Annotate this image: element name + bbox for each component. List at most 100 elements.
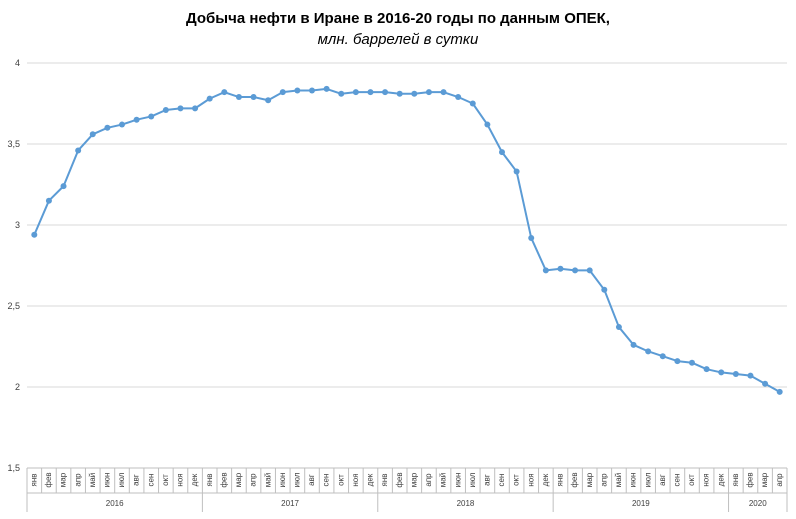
x-tick-label: янв xyxy=(380,474,389,487)
data-point xyxy=(542,267,549,274)
x-tick-label: окт xyxy=(687,474,696,486)
x-tick-label: ноя xyxy=(176,473,185,486)
data-point xyxy=(689,359,695,366)
data-point xyxy=(630,341,637,348)
x-tick-label: авг xyxy=(658,474,667,486)
data-point xyxy=(762,380,769,387)
y-tick-label: 2 xyxy=(15,382,20,392)
x-tick-label: дек xyxy=(190,473,199,486)
data-point xyxy=(513,168,520,175)
x-tick-label: сен xyxy=(322,474,331,487)
data-point xyxy=(279,89,286,96)
data-point xyxy=(235,94,242,101)
y-tick-label: 3 xyxy=(15,220,20,230)
data-point xyxy=(425,89,432,96)
x-tick-label: фев xyxy=(395,472,404,487)
data-point xyxy=(382,89,389,96)
x-tick-label: ноя xyxy=(702,473,711,486)
x-tick-label: фев xyxy=(570,472,579,487)
data-point xyxy=(352,89,359,96)
x-tick-label: янв xyxy=(205,474,214,487)
x-tick-label: июн xyxy=(102,473,111,488)
x-tick-label: авг xyxy=(482,474,491,486)
x-tick-label: ноя xyxy=(526,473,535,486)
x-tick-label: авг xyxy=(307,474,316,486)
data-point xyxy=(411,90,418,97)
data-point xyxy=(732,371,739,378)
x-tick-label: июл xyxy=(643,472,652,487)
x-tick-label: мар xyxy=(234,472,243,487)
x-tick-label: июл xyxy=(292,472,301,487)
x-tick-label: июн xyxy=(453,473,462,488)
year-label: 2019 xyxy=(632,499,650,508)
x-tick-label: апр xyxy=(775,473,784,487)
data-point xyxy=(557,265,564,272)
x-tick-label: фев xyxy=(219,472,228,487)
x-tick-label: апр xyxy=(249,473,258,487)
data-point xyxy=(119,121,125,128)
data-point xyxy=(615,324,622,331)
data-point xyxy=(396,90,403,97)
data-point xyxy=(148,113,155,120)
data-point xyxy=(177,105,184,112)
data-point xyxy=(60,183,67,190)
x-tick-label: мар xyxy=(409,472,418,487)
y-tick-label: 2,5 xyxy=(7,301,20,311)
x-tick-label: май xyxy=(88,473,97,487)
x-tick-label: дек xyxy=(716,473,725,486)
data-point xyxy=(469,100,476,107)
x-tick-label: окт xyxy=(161,474,170,486)
x-tick-label: сен xyxy=(672,474,681,487)
data-point xyxy=(440,89,447,96)
data-point xyxy=(31,231,38,238)
x-tick-label: окт xyxy=(512,474,521,486)
data-point xyxy=(338,90,345,97)
data-point xyxy=(659,353,666,360)
year-label: 2016 xyxy=(106,499,124,508)
data-point xyxy=(75,147,82,154)
data-point xyxy=(104,124,111,131)
series xyxy=(31,85,783,395)
x-tick-label: окт xyxy=(336,474,345,486)
x-axis: янв фев мар апр май июн июл авг сен окт ноя дек янв ф… xyxy=(26,468,788,512)
x-tick-label: янв xyxy=(556,474,565,487)
y-tick-label: 1,5 xyxy=(7,463,20,473)
y-axis: 1,5 2 2,5 3 3,5 4 xyxy=(7,58,20,473)
x-tick-label: сен xyxy=(146,474,155,487)
data-point xyxy=(776,388,783,395)
x-tick-label: янв xyxy=(731,474,740,487)
x-tick-label: ноя xyxy=(351,473,360,486)
x-tick-label: мар xyxy=(760,472,769,487)
data-point xyxy=(367,89,374,96)
data-point xyxy=(294,87,301,94)
year-label: 2020 xyxy=(749,499,767,508)
data-point xyxy=(221,89,228,96)
x-tick-label: фев xyxy=(746,472,755,487)
data-point xyxy=(162,106,169,113)
data-point xyxy=(265,97,272,104)
x-tick-label: мар xyxy=(585,472,594,487)
x-tick-label: июн xyxy=(278,473,287,488)
data-point xyxy=(250,94,257,101)
data-point xyxy=(455,94,462,101)
x-tick-label: апр xyxy=(424,473,433,487)
data-point xyxy=(499,149,505,156)
x-tick-label: июн xyxy=(629,473,638,488)
data-point xyxy=(206,95,213,102)
data-point xyxy=(747,372,754,379)
chart-title: Добыча нефти в Иране в 2016-20 годы по д… xyxy=(186,10,610,27)
data-point xyxy=(45,197,52,204)
data-point xyxy=(674,358,681,365)
data-point xyxy=(484,121,491,128)
x-tick-label: дек xyxy=(366,473,375,486)
data-point xyxy=(133,116,140,123)
year-label: 2017 xyxy=(281,499,299,508)
data-point xyxy=(718,369,725,376)
year-label: 2018 xyxy=(457,499,475,508)
y-tick-label: 3,5 xyxy=(7,139,20,149)
x-tick-label: июл xyxy=(117,472,126,487)
x-tick-label: сен xyxy=(497,474,506,487)
x-tick-label: дек xyxy=(541,473,550,486)
chart-subtitle: млн. баррелей в сутки xyxy=(317,31,479,48)
